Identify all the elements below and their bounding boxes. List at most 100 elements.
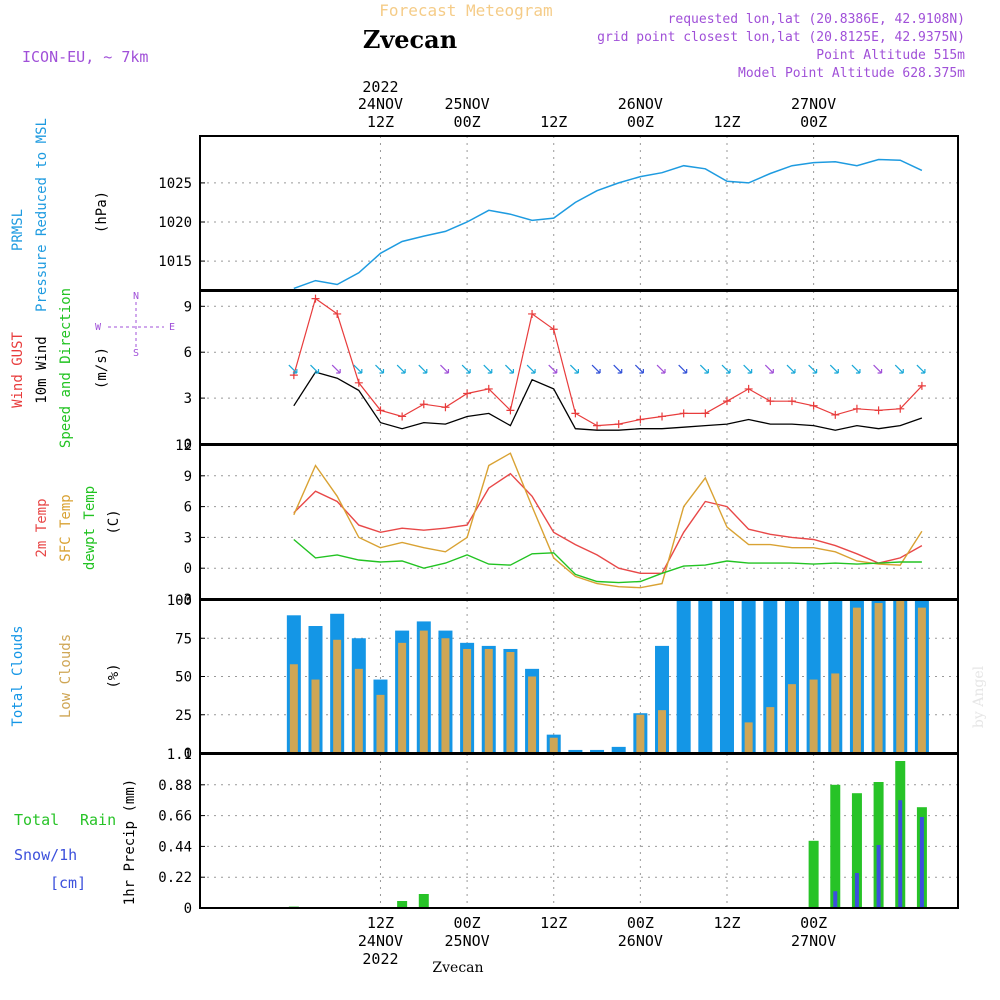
low-cloud-bar	[463, 648, 472, 753]
wind-gust-point	[917, 381, 926, 390]
wind-direction-arrow	[353, 364, 363, 374]
model-label: ICON-EU, ~ 7km	[22, 48, 148, 66]
y-tick-label: 3	[184, 391, 192, 407]
model-altitude: Model Point Altitude 628.375m	[738, 66, 965, 81]
total-cloud-bar	[568, 749, 583, 753]
low-cloud-bar	[896, 600, 905, 753]
low-cloud-bar	[852, 607, 861, 753]
clouds-label-2: Low Clouds	[58, 634, 74, 718]
top-axis-hour: 00Z	[800, 113, 827, 131]
y-tick-label: 0.44	[158, 839, 192, 855]
temp-unit: (C)	[106, 509, 122, 534]
wind-direction-arrow	[375, 364, 385, 374]
wind-gust-point	[874, 406, 883, 415]
wind-direction-arrow	[764, 364, 774, 374]
wind-direction-arrow	[829, 364, 839, 374]
wind-direction-arrow	[591, 364, 601, 374]
point-altitude: Point Altitude 515m	[816, 48, 965, 63]
wind-gust-point	[658, 412, 667, 421]
y-tick-label: 3	[184, 530, 192, 546]
low-cloud-bar	[549, 737, 558, 753]
wind-direction-arrow	[851, 364, 861, 374]
temp-label-3: dewpt Temp	[82, 486, 98, 570]
wind-gust-point	[852, 404, 861, 413]
y-tick-label: 0	[184, 561, 192, 577]
low-cloud-bar	[311, 679, 320, 753]
wind-direction-arrow	[331, 364, 341, 374]
top-axis-day: 25NOV	[445, 95, 490, 113]
wind-gust-point	[744, 384, 753, 393]
snow-bar	[898, 800, 903, 908]
low-cloud-bar	[874, 603, 883, 753]
bottom-axis-hour: 12Z	[540, 914, 567, 932]
snow-bar	[876, 845, 881, 908]
temp-2m-line	[293, 472, 923, 574]
low-cloud-bar	[658, 710, 667, 753]
top-axis-day: 26NOV	[618, 95, 663, 113]
wind-gust-point	[528, 309, 537, 318]
panel-frames: 1015102010250369-3036912025507510000.220…	[158, 135, 959, 917]
wind-direction-arrow	[483, 364, 493, 374]
total-cloud-bar	[719, 600, 734, 753]
wind-direction-arrow	[873, 364, 883, 374]
wind-gust-point	[419, 400, 428, 409]
bottom-axis-hour: 12Z	[367, 914, 394, 932]
bottom-axis-day: 26NOV	[618, 932, 663, 950]
grid-lines	[200, 136, 958, 908]
y-tick-label: 9	[184, 299, 192, 315]
wind-direction-arrow	[808, 364, 818, 374]
top-axis-hour: 00Z	[627, 113, 654, 131]
temp-dewpt-line	[293, 538, 922, 584]
y-tick-label: -3	[175, 592, 192, 608]
wind-direction-arrow	[656, 364, 666, 374]
wind-direction-arrow	[894, 364, 904, 374]
wind-gust-point	[484, 384, 493, 393]
location-title: Zvecan	[363, 25, 457, 54]
low-cloud-bar	[506, 652, 515, 753]
credit-watermark: by Angel	[971, 665, 987, 728]
top-axis-day: 24NOV	[358, 95, 403, 113]
wind-gust-point	[766, 397, 775, 406]
precip-label-rain: Rain	[80, 811, 116, 829]
wind-direction-arrow	[461, 364, 471, 374]
wind-gust-point	[376, 406, 385, 415]
wind-direction-arrow	[613, 364, 623, 374]
low-cloud-bar	[376, 694, 385, 753]
wind-gust-point	[787, 397, 796, 406]
wind-direction-arrow	[418, 364, 428, 374]
wind-gust-point	[463, 389, 472, 398]
wind-gust-point	[896, 404, 905, 413]
y-tick-label: 12	[175, 438, 192, 454]
bottom-axis-day: 25NOV	[445, 932, 490, 950]
data-marks	[286, 158, 929, 908]
y-tick-label: 100	[167, 593, 192, 609]
wind-direction-arrow	[569, 364, 579, 374]
clouds-label-1: Total Clouds	[10, 625, 26, 726]
y-tick-label: 1020	[158, 215, 192, 231]
wind-direction-arrow	[526, 364, 536, 374]
y-tick-label: 0.22	[158, 870, 192, 886]
wind-gust-point	[614, 420, 623, 429]
wind-unit: (m/s)	[94, 347, 110, 389]
low-cloud-bar	[809, 679, 818, 753]
wind-gust-point	[722, 397, 731, 406]
pressure-label-1: PRMSL	[10, 209, 26, 251]
compass-icon: N S W E	[95, 291, 175, 359]
low-cloud-bar	[917, 607, 926, 753]
bottom-axis-year: 2022	[362, 950, 398, 968]
wind-gust-point	[809, 401, 818, 410]
precip-label-snow: Snow/1h	[14, 846, 77, 864]
pressure-label-2: Pressure Reduced to MSL	[34, 118, 50, 312]
wind-direction-arrow	[440, 364, 450, 374]
y-tick-label: 6	[184, 500, 192, 516]
footer-location: Zvecan	[432, 960, 483, 976]
bottom-axis-day: 24NOV	[358, 932, 403, 950]
wind-label-2: 10m Wind	[34, 336, 50, 403]
precip-label-total: Total	[14, 811, 59, 829]
rain-bar	[418, 894, 429, 908]
wind-gust-point	[549, 325, 558, 334]
panel-frame-pressure	[199, 135, 959, 291]
bottom-axis-day: 27NOV	[791, 932, 836, 950]
temp-sfc-line	[293, 452, 923, 589]
wind-gust-point	[593, 421, 602, 430]
